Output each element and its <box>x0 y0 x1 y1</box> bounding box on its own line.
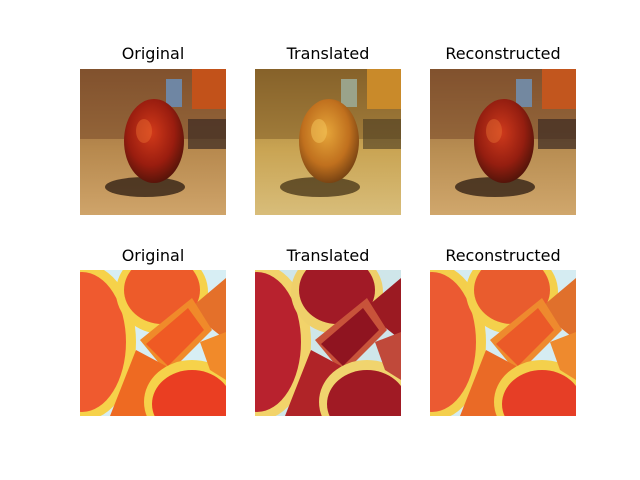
apple-original-image <box>80 69 226 215</box>
orange-translated-image <box>255 270 401 416</box>
panel-title-orange-reconstructed: Reconstructed <box>445 246 561 265</box>
panel-title-orange-original: Original <box>121 246 185 265</box>
panel-title-apple-translated: Translated <box>286 44 370 63</box>
orange-reconstructed-image <box>430 270 576 416</box>
apple-reconstructed-image <box>430 69 576 215</box>
panel-title-apple-original: Original <box>121 44 185 63</box>
orange-original-image <box>80 270 226 416</box>
panel-title-apple-reconstructed: Reconstructed <box>445 44 561 63</box>
apple-translated-image <box>255 69 401 215</box>
panel-title-orange-translated: Translated <box>286 246 370 265</box>
